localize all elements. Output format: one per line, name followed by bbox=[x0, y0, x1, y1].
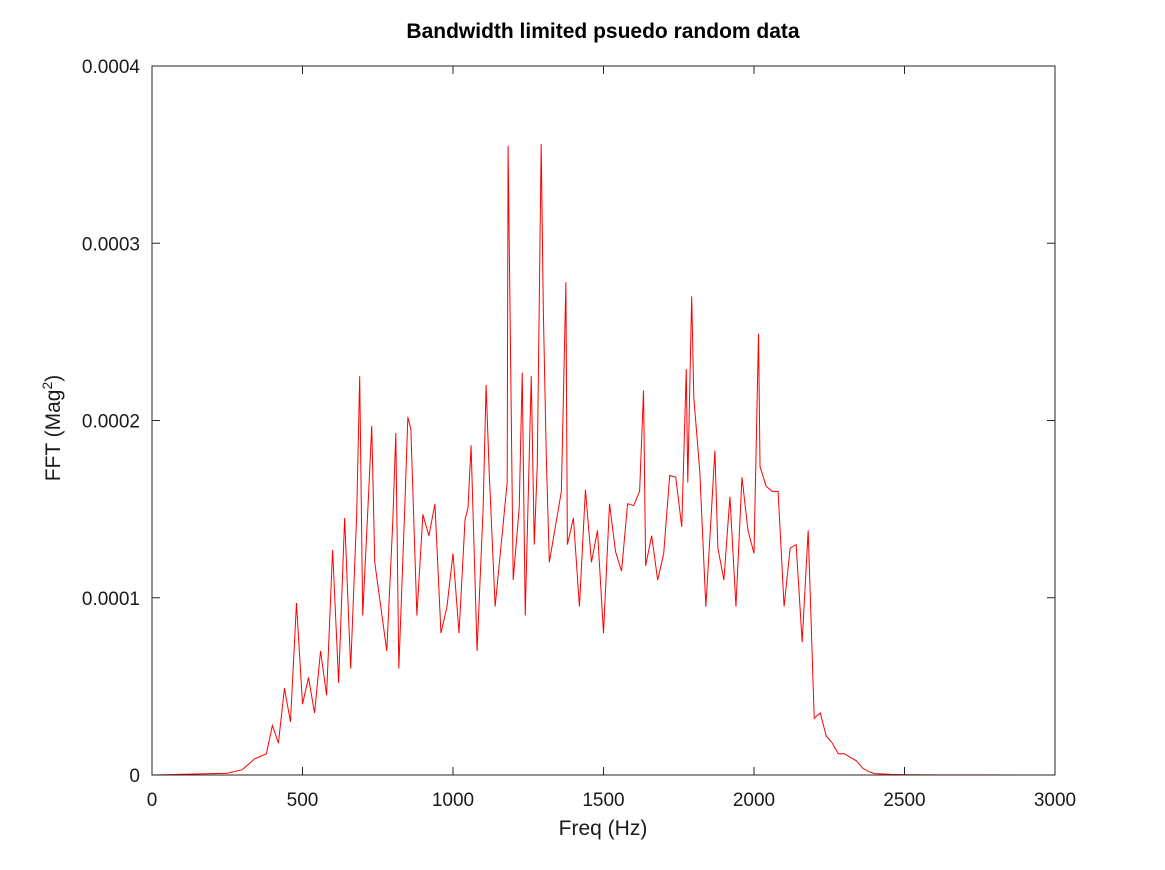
y-tick-label: 0 bbox=[129, 766, 140, 787]
y-tick-label: 0.0003 bbox=[82, 234, 140, 255]
y-tick-label: 0.0001 bbox=[82, 589, 140, 610]
y-tick-label: 0.0004 bbox=[82, 57, 141, 78]
x-tick-label: 2000 bbox=[733, 790, 775, 811]
x-tick-label: 500 bbox=[287, 790, 319, 811]
y-tick-label: 0.0002 bbox=[82, 412, 140, 433]
x-tick-label: 3000 bbox=[1034, 790, 1076, 811]
x-tick-label: 2500 bbox=[883, 790, 925, 811]
y-axis-title-prefix: FFT (Mag bbox=[42, 390, 65, 482]
y-axis-title-suffix: ) bbox=[42, 375, 65, 382]
chart-title: Bandwidth limited psuedo random data bbox=[406, 20, 800, 43]
x-tick-label: 1500 bbox=[582, 790, 624, 811]
x-axis-title: Freq (Hz) bbox=[559, 817, 648, 840]
x-tick-label: 1000 bbox=[432, 790, 474, 811]
series-layer bbox=[151, 143, 1056, 776]
y-axis-title-superscript: 2 bbox=[39, 382, 55, 390]
fft-spectrum-line bbox=[151, 143, 1056, 776]
ticks-layer: 0 500 1000 1500 2000 2500 3000 0 0.0001 0.0002 0.0… bbox=[82, 57, 1076, 811]
x-tick-label: 0 bbox=[147, 790, 158, 811]
y-axis-title: FFT (Mag2) bbox=[39, 375, 65, 482]
